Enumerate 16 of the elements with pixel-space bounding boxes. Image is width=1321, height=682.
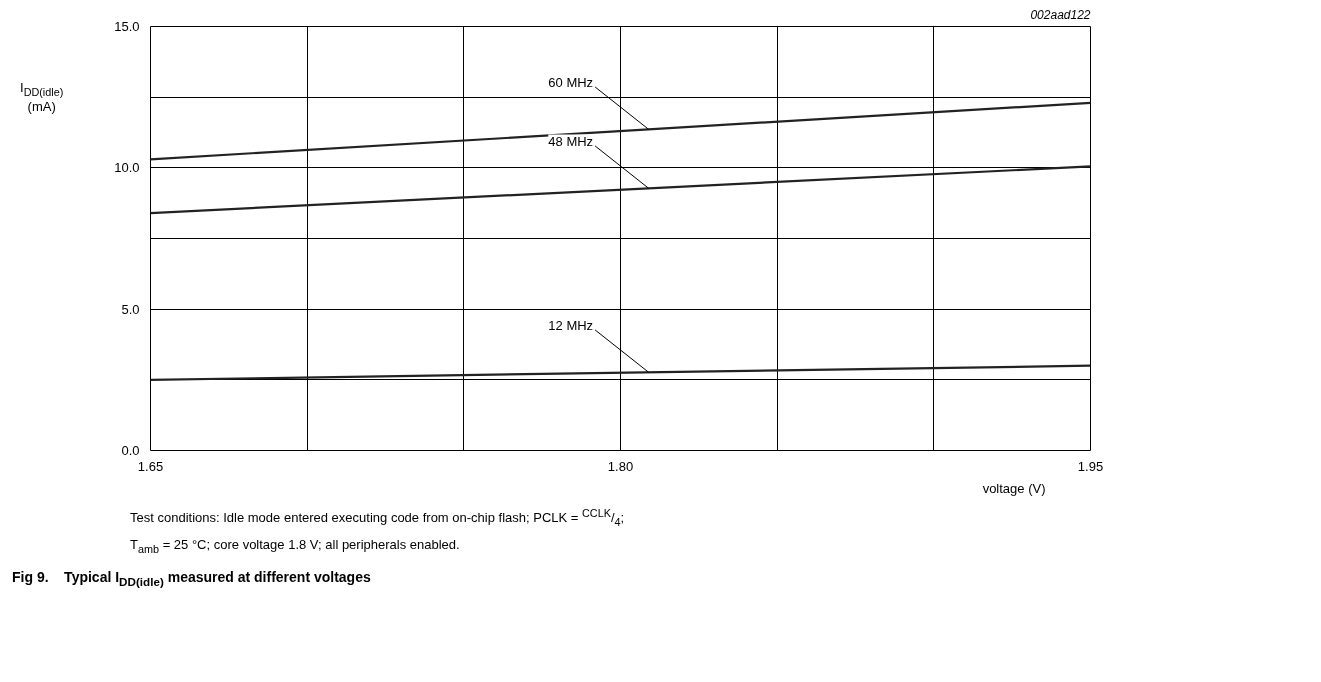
- text: 12 MHz: [548, 318, 594, 334]
- x-tick-label: 1.65: [137, 458, 164, 474]
- y-tick-label: 5.0: [121, 301, 140, 317]
- y-axis-title: I$_{DD(idle)}$ (mA): [20, 80, 64, 115]
- text: Fig 9. Typical I$_{DD(idle)}$ measured at different voltages: [12, 568, 371, 591]
- text: 60 MHz: [548, 75, 594, 91]
- text: 48 MHz: [548, 134, 594, 150]
- x-tick-label: 1.95: [1077, 458, 1104, 474]
- y-tick-label: 0.0: [121, 443, 140, 458]
- y-tick-label: 10.0: [114, 160, 140, 176]
- text: 002aad122: [1030, 7, 1091, 22]
- text: Test conditions: Idle mode entered executing code from on-chip flash; PCLK = $^{CCLK}$/$_{4}$;: [130, 506, 625, 530]
- x-tick-label: 1.80: [607, 458, 634, 474]
- x-axis-title: voltage (V): [982, 480, 1046, 496]
- text: T$_{amb}$ = 25 °C; core voltage 1.8 V; all peripherals enabled.: [130, 536, 461, 557]
- y-tick-label: 15.0: [114, 19, 140, 34]
